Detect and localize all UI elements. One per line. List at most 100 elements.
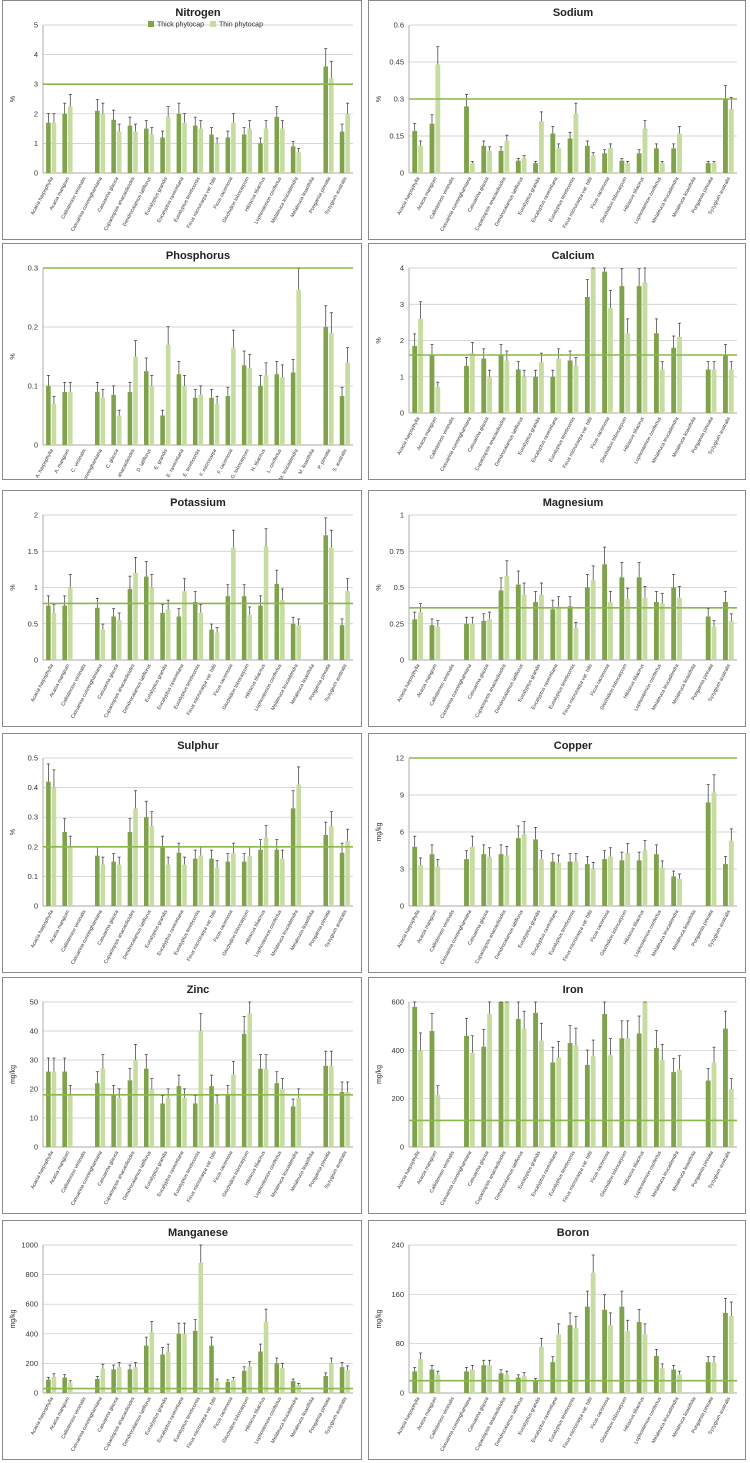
bar-thick	[481, 145, 487, 173]
legend-label-thin: Thin phytocap	[219, 22, 263, 29]
bar-thick	[636, 286, 642, 413]
bar-thick	[602, 271, 608, 413]
bar-thick	[258, 143, 263, 173]
bar-thick	[323, 1375, 329, 1393]
bar-thick	[567, 360, 573, 413]
y-tick-label: 4	[400, 264, 404, 273]
bar-thick	[498, 854, 504, 906]
bar-thick	[339, 396, 345, 445]
bar-thin	[149, 826, 155, 906]
bar-thin	[728, 840, 734, 906]
bar-thick	[481, 1046, 487, 1147]
bar-thin	[521, 1028, 527, 1147]
bar-thin	[521, 158, 527, 173]
bar-thick	[550, 1362, 556, 1393]
bar-thick	[95, 607, 100, 660]
y-tick-label: 1	[34, 139, 38, 148]
bar-thick	[636, 153, 642, 173]
bar-thick	[653, 602, 659, 660]
bar-thick	[705, 616, 711, 660]
bar-thick	[176, 113, 182, 173]
bar-thick	[584, 145, 590, 173]
bar-thick	[274, 374, 280, 445]
bar-thick	[705, 802, 711, 906]
y-tick-label: 160	[391, 1290, 404, 1299]
y-tick-label: 0.4	[28, 783, 38, 792]
bar-thin	[711, 369, 717, 413]
bar-thick	[323, 66, 329, 173]
bar-thin	[214, 867, 220, 906]
bar-thick	[723, 1028, 728, 1147]
bar-thin	[149, 1332, 155, 1393]
bar-thin	[659, 163, 665, 173]
chart-panel-potassium: Potassium% 0 0.5 1 1.5 2 Acacia harpophylla Aca…	[2, 490, 362, 727]
bar-thin	[296, 784, 301, 906]
bar-thin	[149, 1089, 155, 1147]
bar-thick	[62, 113, 67, 173]
bar-thick	[160, 415, 165, 445]
bar-thick	[671, 876, 677, 906]
y-axis-label: mg/kg	[376, 822, 383, 841]
bar-thin	[659, 369, 665, 413]
bar-thin	[247, 1366, 253, 1393]
bar-thick	[209, 397, 214, 445]
bar-thick	[95, 110, 100, 173]
bar-thin	[133, 356, 138, 445]
bar-thin	[469, 163, 475, 173]
bar-thin	[728, 369, 734, 413]
bar-thin	[504, 575, 510, 660]
y-tick-label: 4	[34, 50, 38, 59]
bar-thick	[653, 333, 659, 413]
bar-thin	[608, 148, 613, 173]
bar-thin	[263, 837, 269, 906]
y-tick-label: 80	[396, 1339, 404, 1348]
bar-thick	[111, 1369, 116, 1393]
bar-thick	[258, 605, 263, 660]
bar-thin	[590, 869, 596, 906]
bar-thin	[247, 615, 253, 660]
bar-thick	[533, 163, 538, 173]
x-tick-label: M. linariifolia	[298, 448, 316, 476]
bar-thick	[705, 1080, 711, 1147]
y-tick-label: 5	[34, 21, 38, 30]
bar-thin	[214, 632, 220, 660]
y-tick-label: 0.6	[394, 21, 404, 30]
bar-thin	[711, 626, 717, 660]
bar-thin	[521, 376, 527, 413]
bar-thin	[469, 1052, 475, 1147]
y-axis-label: %	[376, 96, 383, 102]
bar-thin	[263, 375, 269, 445]
bar-thick	[176, 1086, 182, 1147]
x-tick-label: Casuarina cunninghamiana	[439, 1150, 473, 1207]
y-tick-label: 0.15	[389, 132, 404, 141]
bar-thick	[636, 577, 642, 660]
bar-thick	[619, 577, 625, 660]
bar-thick	[46, 1071, 51, 1147]
y-tick-label: 0.3	[28, 264, 38, 273]
y-tick-label: 30	[30, 1056, 38, 1065]
bar-thick	[241, 1033, 247, 1147]
bar-thick	[323, 535, 329, 660]
bar-thick	[464, 365, 469, 413]
bar-thin	[214, 403, 220, 445]
bar-thin	[263, 1321, 269, 1393]
bar-thick	[160, 612, 165, 660]
bar-thin	[642, 850, 648, 906]
bar-thin	[504, 1374, 510, 1393]
bar-thick	[111, 616, 116, 660]
bar-thick	[515, 160, 521, 173]
chart-panel-nitrogen: Nitrogen% 0 1 2 3 4 5 Acacia harpophylla Acacia …	[2, 0, 362, 240]
chart-panel-zinc: Zinc mg/kg 0 10 20 30 40 50 Acacia harpophylla Ac…	[2, 977, 362, 1214]
bar-thick	[95, 391, 100, 445]
chart-title: Sodium	[553, 7, 594, 19]
bar-thick	[498, 150, 504, 173]
bar-thin	[521, 1375, 527, 1393]
bar-thick	[619, 1038, 625, 1147]
bar-thick	[567, 1043, 573, 1147]
x-tick-label: Cupaniopsis anacardioides	[474, 416, 508, 472]
bar-thick	[723, 355, 728, 413]
bar-thin	[296, 152, 301, 173]
y-tick-label: 0	[34, 1389, 38, 1398]
